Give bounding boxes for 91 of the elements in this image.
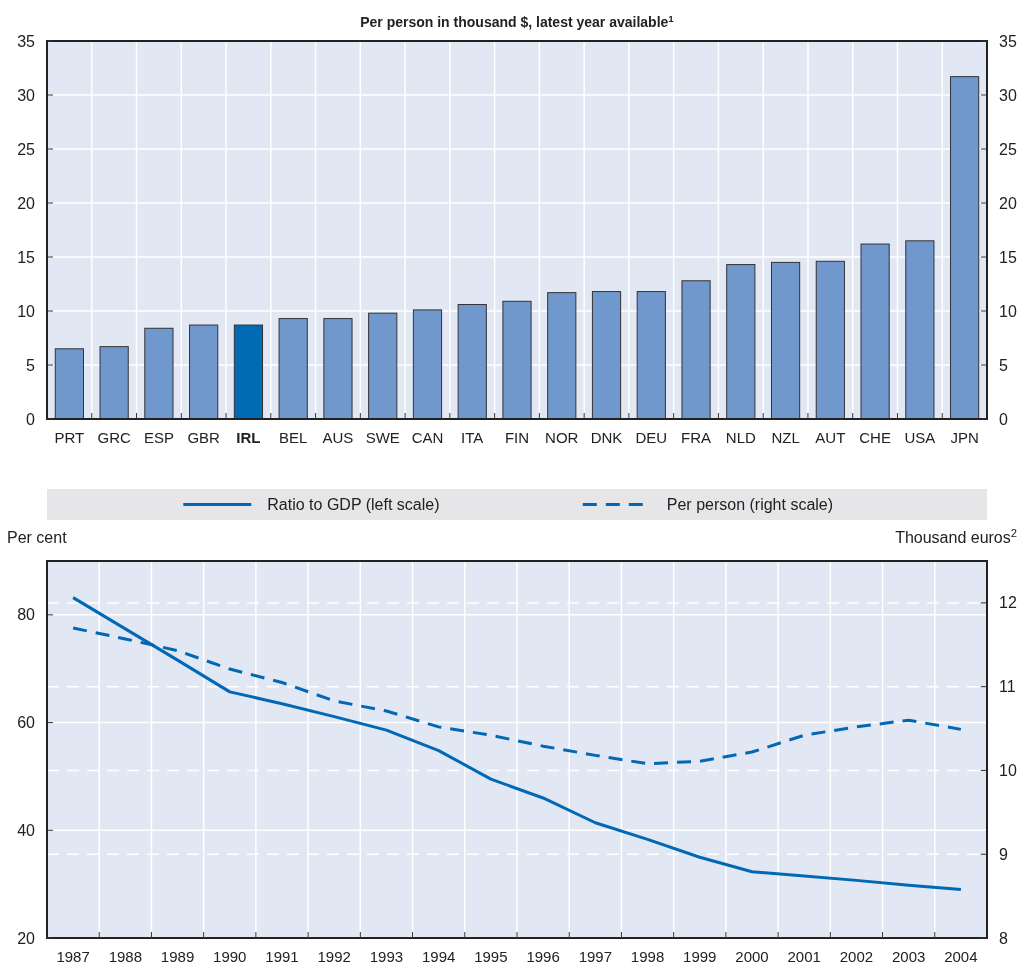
bar xyxy=(278,318,308,420)
x-tick-label: 1988 xyxy=(108,948,143,965)
y-tick-label: 30 xyxy=(17,86,36,104)
y2-tick-label: 20 xyxy=(999,194,1017,212)
bar xyxy=(233,324,264,420)
x-tick-label: 1996 xyxy=(526,948,560,965)
y2-tick-label: 15 xyxy=(999,248,1017,266)
x-tick-label: FRA xyxy=(681,429,712,446)
x-tick-label: USA xyxy=(904,429,936,446)
bar xyxy=(547,292,577,420)
x-tick-label: DEU xyxy=(635,429,668,446)
x-tick-label: GBR xyxy=(187,429,221,446)
x-tick-label: 2000 xyxy=(735,948,769,965)
line-series xyxy=(71,596,963,892)
bar xyxy=(323,318,353,420)
x-tick-label: AUS xyxy=(322,429,354,446)
bar xyxy=(770,261,801,420)
bar xyxy=(144,327,174,420)
x-tick-label: 1989 xyxy=(160,948,195,965)
x-tick-label: SWE xyxy=(365,429,400,446)
y-tick-label: 5 xyxy=(26,356,36,374)
bar xyxy=(368,312,398,420)
y2-tick-label: 10 xyxy=(999,762,1017,780)
x-tick-label: ITA xyxy=(461,429,484,446)
x-tick-label: 1999 xyxy=(683,948,717,965)
bar xyxy=(189,324,219,420)
legend-label: Per person (right scale) xyxy=(666,496,834,514)
x-tick-label: 1994 xyxy=(421,948,456,965)
x-tick-label: IRL xyxy=(236,429,261,446)
x-tick-label: JPN xyxy=(950,429,979,446)
bar xyxy=(905,240,935,420)
y-tick-label: 25 xyxy=(17,140,36,158)
x-tick-label: NOR xyxy=(545,429,579,446)
chart-title: Per person in thousand $, latest year available$^{1}$ xyxy=(360,12,675,30)
x-tick-label: 2003 xyxy=(891,948,926,965)
y-tick-label: 40 xyxy=(17,821,36,839)
y-tick-label: 60 xyxy=(17,714,36,732)
x-tick-label: 1987 xyxy=(56,948,90,965)
y2-tick-label: 0 xyxy=(999,410,1008,428)
x-tick-label: 2002 xyxy=(839,948,874,965)
y2-tick-label: 35 xyxy=(999,32,1017,50)
x-tick-label: GRC xyxy=(97,429,131,446)
bar xyxy=(54,348,84,420)
bar xyxy=(726,264,756,420)
bar xyxy=(636,291,666,420)
bar xyxy=(591,291,622,420)
x-tick-label: NZL xyxy=(771,429,800,446)
y2-tick-label: 25 xyxy=(999,140,1017,158)
bar xyxy=(950,76,980,420)
legend-label: Ratio to GDP (left scale) xyxy=(267,496,440,514)
y-tick-label: 80 xyxy=(17,606,36,624)
x-tick-label: DNK xyxy=(590,429,623,446)
x-tick-label: CAN xyxy=(411,429,444,446)
y-tick-label: 35 xyxy=(17,32,36,50)
x-tick-label: 1992 xyxy=(317,948,351,965)
bar xyxy=(99,346,129,420)
x-tick-label: FIN xyxy=(504,429,530,446)
x-tick-label: 1991 xyxy=(265,948,299,965)
y-tick-label: 0 xyxy=(26,410,36,428)
y2-tick-label: 12 xyxy=(999,594,1017,612)
bar xyxy=(412,309,443,420)
y-tick-label: 20 xyxy=(17,194,36,212)
y-axis-title: Per cent xyxy=(7,529,68,546)
y2-tick-label: 11 xyxy=(999,678,1016,696)
x-tick-label: BEL xyxy=(279,429,308,446)
y2-tick-label: 8 xyxy=(999,929,1008,947)
bar xyxy=(502,300,532,420)
x-tick-label: 2004 xyxy=(944,948,978,965)
y2-tick-label: 30 xyxy=(999,86,1017,104)
bar xyxy=(457,304,487,420)
y-tick-label: 20 xyxy=(17,929,36,947)
x-tick-label: AUT xyxy=(815,429,846,446)
y2-tick-label: 10 xyxy=(999,302,1017,320)
y-tick-label: 15 xyxy=(17,248,36,266)
x-tick-label: CHE xyxy=(859,429,891,446)
x-tick-label: 2001 xyxy=(787,948,821,965)
bar xyxy=(681,280,711,420)
y2-axis-title: Thousand euros$^{2}$ xyxy=(895,527,1017,546)
y2-tick-label: 5 xyxy=(999,356,1008,374)
bar xyxy=(860,243,890,420)
x-tick-label: PRT xyxy=(54,429,85,446)
x-tick-label: ESP xyxy=(143,429,174,446)
y2-tick-label: 9 xyxy=(999,845,1008,863)
x-tick-label: 1995 xyxy=(474,948,508,965)
x-tick-label: 1993 xyxy=(369,948,404,965)
y-tick-label: 10 xyxy=(17,302,36,320)
x-tick-label: 1997 xyxy=(578,948,613,965)
x-tick-label: NLD xyxy=(725,429,756,446)
bar xyxy=(815,260,845,420)
x-tick-label: 1990 xyxy=(213,948,247,965)
x-tick-label: 1998 xyxy=(630,948,665,965)
